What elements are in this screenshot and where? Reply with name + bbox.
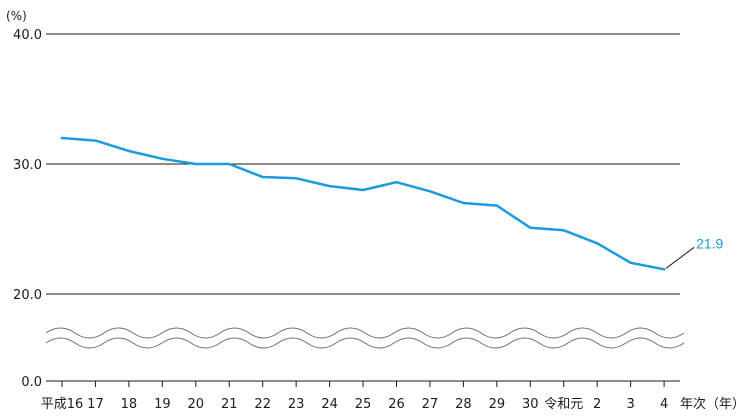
x-tick-label: 3	[627, 397, 635, 412]
x-tick-label: 23	[288, 397, 305, 412]
data-point	[395, 181, 398, 184]
annotation-label: 21.9	[696, 235, 723, 251]
x-tick-label: 17	[87, 397, 104, 412]
x-tick-label: 令和元	[544, 397, 583, 412]
data-point	[60, 136, 64, 140]
axis-break	[45, 326, 685, 352]
x-tick-label: 4	[660, 397, 668, 412]
x-tick-label: 25	[355, 397, 372, 412]
data-point	[127, 149, 131, 153]
data-point	[328, 184, 331, 188]
x-tick-label: 24	[321, 397, 338, 412]
x-tick-label: 20	[188, 397, 205, 412]
data-point	[294, 177, 298, 180]
data-point	[94, 139, 97, 142]
x-tick-label: 2	[593, 397, 601, 412]
data-point	[562, 229, 565, 232]
series-group	[60, 136, 666, 271]
data-point	[629, 261, 632, 264]
y-axis-unit: (%)	[6, 9, 27, 23]
y-tick-label: 30.0	[13, 158, 42, 173]
x-tick-label: 30	[522, 397, 539, 412]
annotation-leader-line	[665, 246, 695, 269]
x-tick-label: 18	[121, 397, 138, 412]
x-axis-title: 年次（年）	[680, 396, 745, 412]
data-point	[228, 162, 231, 166]
x-axis	[61, 381, 665, 387]
data-point	[161, 157, 164, 160]
x-tick-label: 29	[489, 397, 506, 412]
data-point	[261, 175, 264, 179]
x-tick-label: 平成16	[41, 397, 84, 412]
x-tick-label: 21	[221, 397, 238, 412]
x-tick-label: 19	[154, 397, 171, 412]
y-tick-label: 20.0	[13, 288, 42, 303]
data-point	[529, 226, 532, 229]
x-tick-label: 26	[388, 397, 405, 412]
data-point	[194, 162, 197, 166]
series-line-0	[60, 136, 666, 271]
data-point	[361, 188, 365, 192]
axis-break-mask	[46, 326, 680, 352]
y-tick-label: 40.0	[13, 28, 42, 43]
axis-break-wave-bottom	[45, 337, 685, 349]
data-point	[596, 242, 599, 245]
data-point	[495, 204, 499, 207]
x-tick-label: 27	[422, 397, 439, 412]
x-tick-label: 22	[254, 397, 271, 412]
data-point	[462, 201, 465, 205]
data-point	[662, 268, 666, 271]
axis-break-wave-top	[45, 327, 685, 339]
x-tick-label: 28	[455, 397, 472, 412]
y-tick-label: 0.0	[21, 375, 42, 390]
data-point	[428, 190, 432, 193]
